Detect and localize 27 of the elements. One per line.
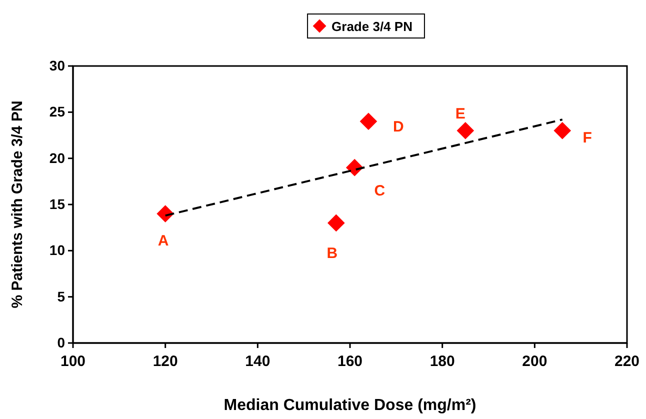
x-tick-label: 160 — [337, 353, 363, 370]
point — [360, 112, 378, 130]
annotation: B — [326, 244, 338, 262]
y-tick-label: 25 — [49, 104, 66, 120]
y-tick-label: 5 — [57, 288, 66, 304]
annotation: F — [582, 130, 592, 147]
y-tick-label: 30 — [49, 57, 66, 74]
x-tick-label: 220 — [614, 353, 640, 370]
point — [554, 122, 572, 140]
annotation: E — [455, 106, 466, 123]
point — [327, 214, 345, 232]
y-axis-title: % Patients with Grade 3/4 PN — [9, 100, 26, 308]
x-tick-label: 140 — [245, 353, 270, 370]
y-tick-label: 0 — [57, 334, 66, 350]
y-tick-label: 20 — [49, 150, 66, 166]
legend-label: Grade 3/4 PN — [332, 19, 412, 34]
x-axis-title: Median Cumulative Dose (mg/m²) — [224, 397, 476, 414]
x-tick-label: 120 — [152, 353, 178, 370]
annotation: A — [158, 232, 169, 250]
annotation: C — [374, 182, 386, 200]
y-tick-label: 10 — [49, 242, 66, 258]
point — [456, 122, 474, 140]
x-tick-label: 200 — [522, 353, 548, 370]
y-tick-label: 15 — [49, 196, 66, 212]
x-tick-label: 180 — [430, 353, 455, 370]
x-tick-label: 100 — [60, 353, 86, 370]
annotation: D — [393, 118, 404, 136]
